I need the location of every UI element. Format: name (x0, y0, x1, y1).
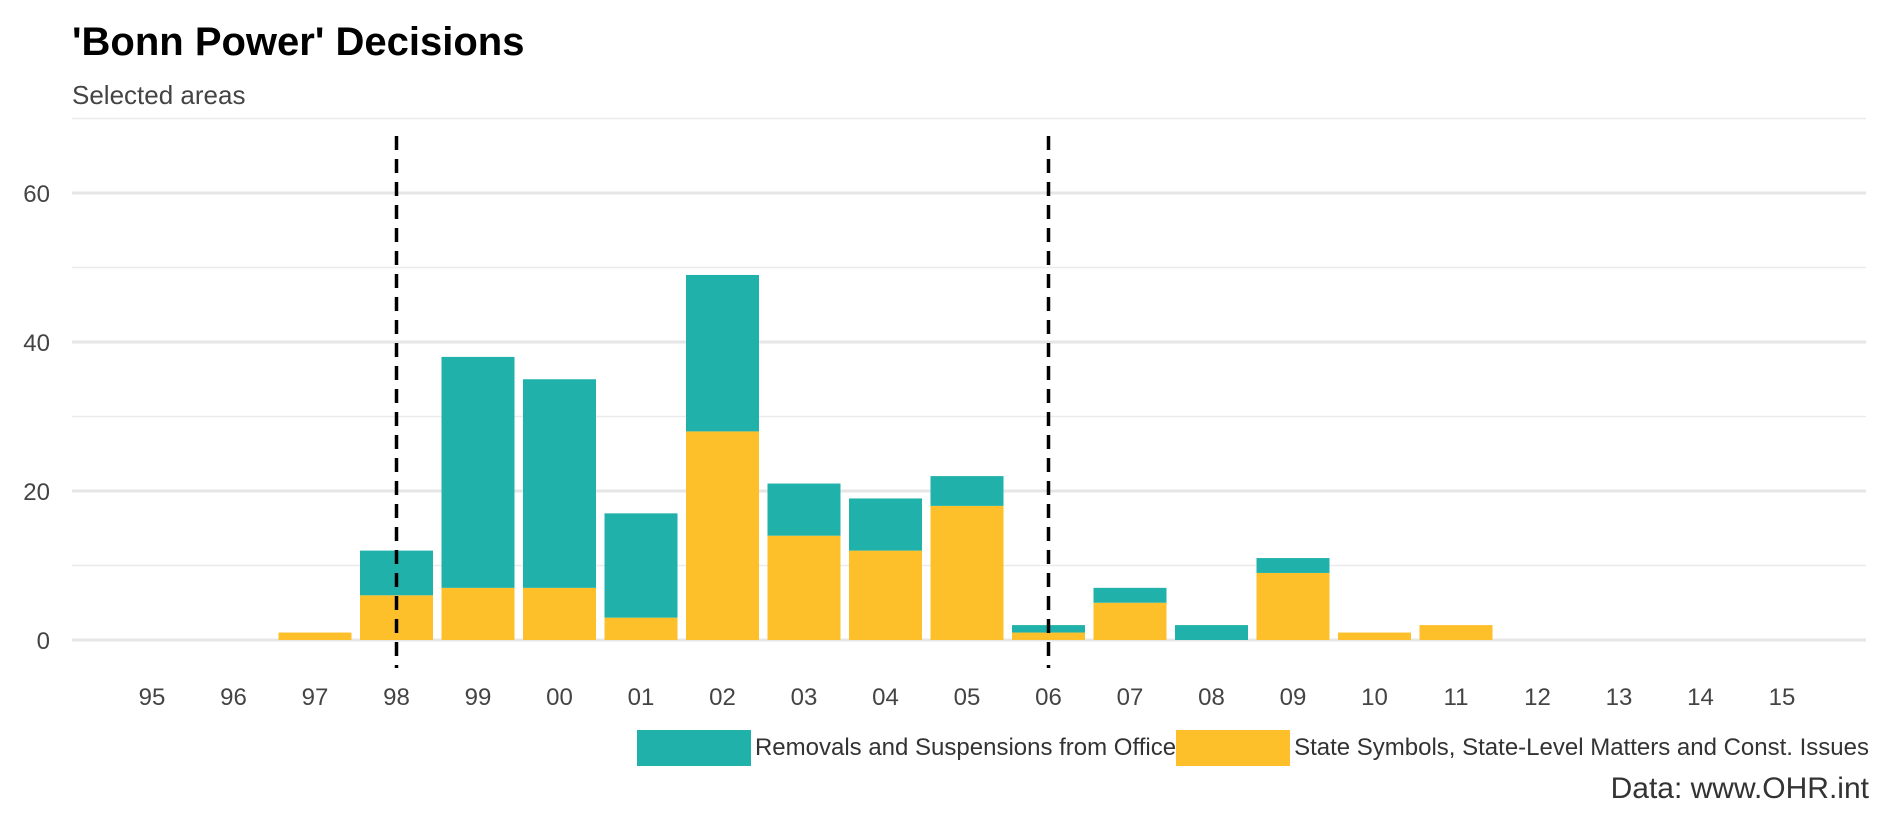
x-tick-label: 14 (1687, 684, 1714, 711)
bar-segment (686, 431, 759, 640)
y-tick-label: 60 (23, 181, 50, 208)
bar-segment (1175, 625, 1248, 640)
x-tick-label: 05 (954, 684, 981, 711)
bar-segment (1338, 632, 1411, 640)
chart-title: 'Bonn Power' Decisions (72, 20, 525, 64)
x-tick-label: 07 (1117, 684, 1144, 711)
legend: Removals and Suspensions from Office Sta… (636, 730, 1869, 766)
data-source-caption: Data: www.OHR.int (1610, 772, 1869, 805)
bar-segment (849, 498, 922, 551)
bar-segment (604, 513, 678, 618)
bar-segment (1419, 625, 1493, 640)
x-tick-label: 98 (383, 684, 410, 711)
bar-segment (686, 274, 759, 432)
legend-label-removals: Removals and Suspensions from Office (754, 734, 1177, 761)
bar-segment (930, 505, 1004, 640)
x-tick-label: 96 (220, 684, 247, 711)
x-tick-label: 10 (1361, 684, 1388, 711)
x-tick-label: 09 (1280, 684, 1307, 711)
x-tick-label: 02 (709, 684, 736, 711)
bar-segment (523, 587, 596, 640)
x-tick-label: 04 (872, 684, 899, 711)
bar-segment (1012, 632, 1085, 640)
bar-segment (278, 632, 352, 640)
x-tick-label: 01 (628, 684, 655, 711)
bar-segment (930, 476, 1004, 506)
bar-segment (767, 535, 841, 640)
legend-item-removals: Removals and Suspensions from Office (636, 730, 1177, 766)
legend-swatch-removals (636, 730, 751, 766)
y-tick-label: 0 (37, 628, 50, 655)
bar-segment (849, 550, 922, 640)
bar-segment (441, 587, 515, 640)
bar-segment (767, 483, 841, 536)
x-tick-label: 95 (139, 684, 166, 711)
y-tick-label: 40 (23, 330, 50, 357)
x-tick-label: 15 (1769, 684, 1796, 711)
x-tick-label: 08 (1198, 684, 1225, 711)
chart-subtitle: Selected areas (72, 80, 246, 110)
bar-segment (523, 379, 596, 588)
legend-item-state-symbols: State Symbols, State-Level Matters and C… (1176, 730, 1869, 766)
legend-swatch-state-symbols (1176, 730, 1291, 766)
x-tick-label: 03 (791, 684, 818, 711)
y-tick-label: 20 (23, 479, 50, 506)
x-tick-label: 00 (546, 684, 573, 711)
legend-label-state-symbols: State Symbols, State-Level Matters and C… (1294, 734, 1869, 761)
bar-segment (1093, 587, 1167, 603)
x-tick-label: 06 (1035, 684, 1062, 711)
bar-segment (604, 617, 678, 640)
x-tick-label: 12 (1524, 684, 1551, 711)
bar-segment (1093, 602, 1167, 640)
x-tick-label: 11 (1444, 684, 1469, 711)
x-tick-label: 99 (465, 684, 492, 711)
bar-segment (1256, 572, 1330, 640)
x-tick-label: 13 (1606, 684, 1633, 711)
bar-segment (1256, 558, 1330, 573)
bar-segment (441, 356, 515, 588)
x-tick-label: 97 (302, 684, 329, 711)
